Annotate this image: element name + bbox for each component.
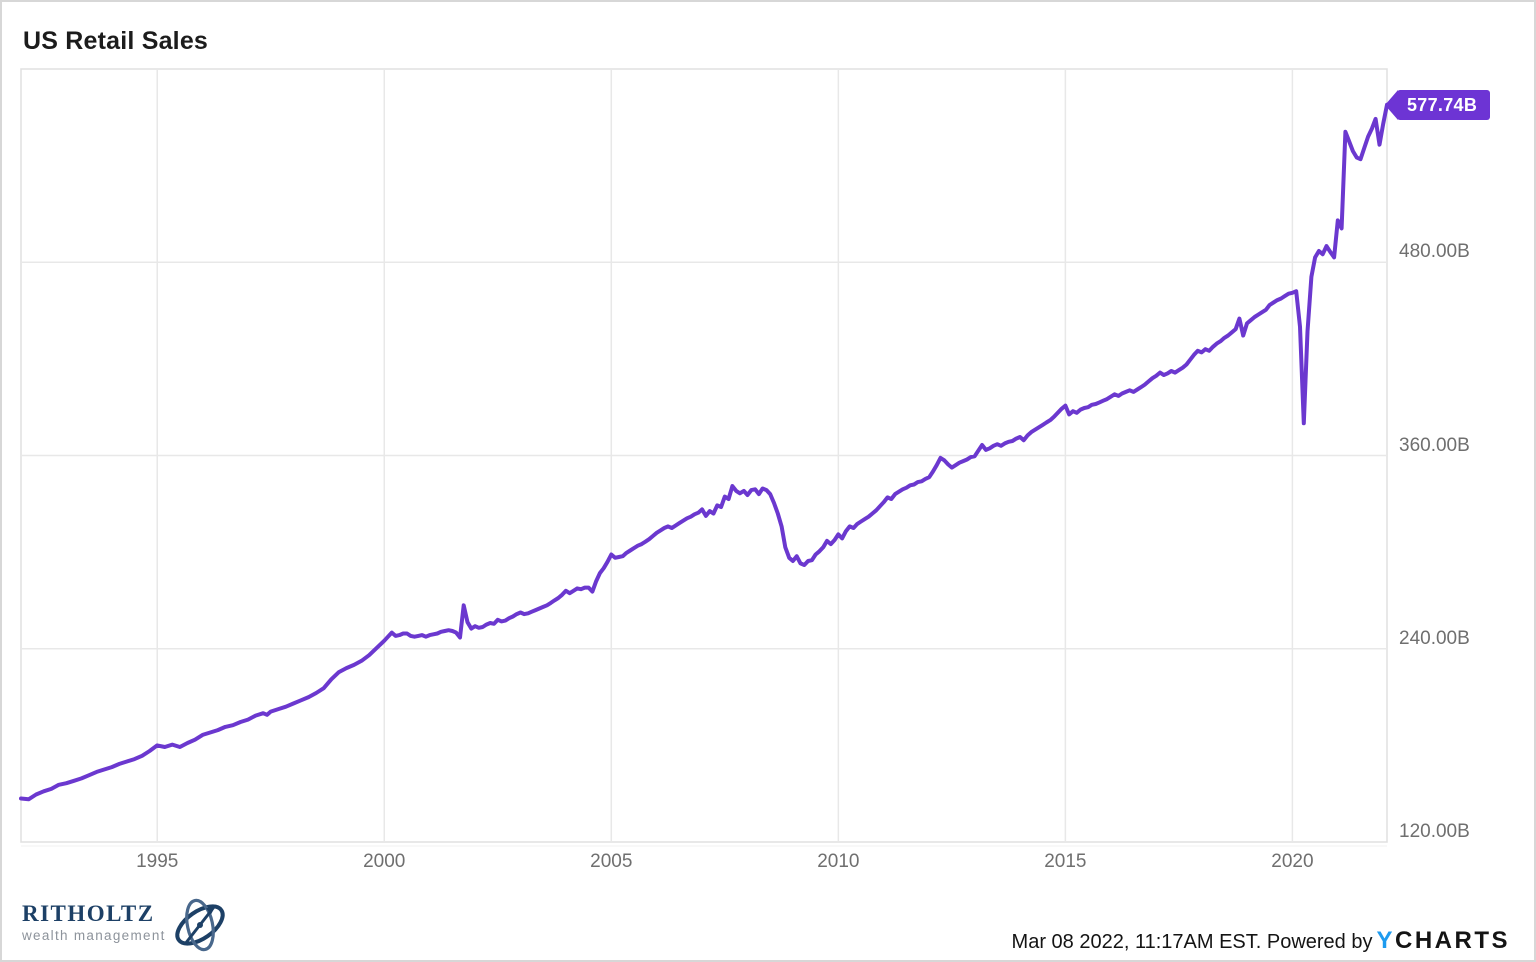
y-axis-tick-label: 120.00B [1399, 821, 1470, 842]
ycharts-logo-charts: CHARTS [1395, 927, 1510, 954]
chart-title: US Retail Sales [23, 27, 209, 55]
ritholtz-gyroscope-icon [175, 898, 225, 952]
y-axis-tick-label: 480.00B [1399, 241, 1470, 263]
x-axis-tick-label: 2010 [817, 851, 860, 872]
x-axis-tick-label: 2000 [363, 851, 406, 872]
last-value-flag: 577.74B [1397, 89, 1491, 120]
x-axis-tick-label: 2015 [1044, 851, 1087, 872]
timestamp: Mar 08 2022, 11:17AM EST. Powered by [1011, 931, 1373, 953]
ycharts-logo: YCHARTS [1376, 927, 1510, 955]
ycharts-logo-y: Y [1376, 927, 1395, 954]
x-axis-tick-label: 2020 [1271, 851, 1314, 872]
retail-sales-series-line [19, 102, 1389, 802]
ritholtz-logo-subtitle: wealth management [22, 928, 166, 943]
x-axis-tick-label: 2005 [590, 851, 633, 872]
x-axis-tick-label: 1995 [136, 851, 179, 872]
attribution: Mar 08 2022, 11:17AM EST. Powered by YCH… [1012, 927, 1510, 955]
y-axis-tick-label: 240.00B [1399, 627, 1470, 649]
ritholtz-logo: RITHOLTZ wealth management [22, 898, 230, 955]
ritholtz-logo-title: RITHOLTZ [22, 901, 155, 926]
y-axis-tick-label: 360.00B [1399, 434, 1470, 456]
